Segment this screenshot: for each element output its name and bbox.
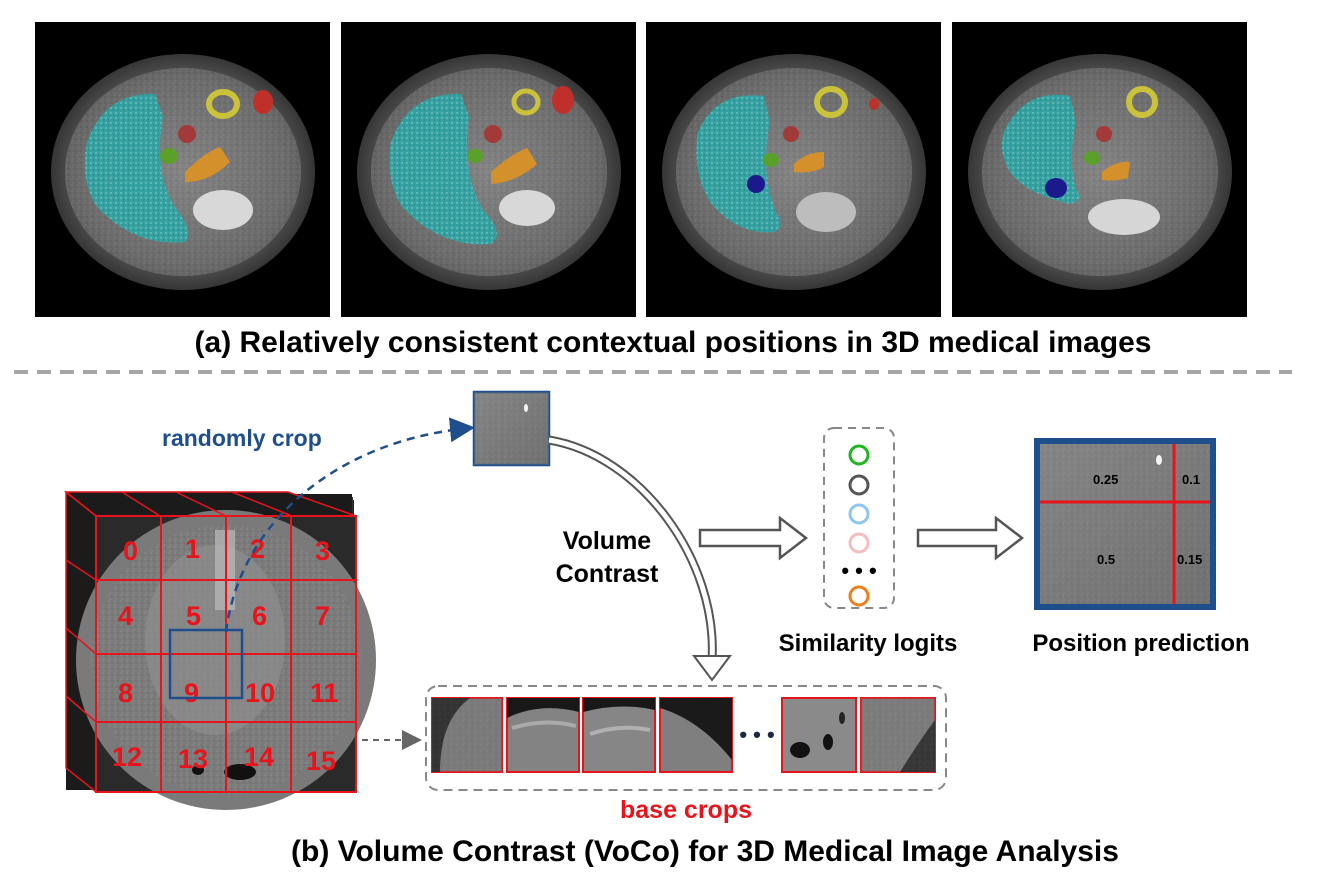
- grid-number-8: 8: [118, 678, 133, 708]
- caption-b: (b) Volume Contrast (VoCo) for 3D Medica…: [291, 835, 1119, 868]
- logit-circle-4: [848, 532, 870, 554]
- ct-scan-3: [646, 22, 941, 317]
- randomly-crop-label: randomly crop: [162, 425, 322, 451]
- grid-number-3: 3: [315, 536, 330, 566]
- volume-contrast-curve-head: [692, 655, 732, 682]
- random-crop-box: [168, 628, 244, 700]
- base-crops-box: [425, 685, 947, 791]
- grid-number-1: 1: [185, 534, 200, 564]
- volume-contrast-label-1: Volume: [563, 527, 652, 555]
- grid-number-13: 13: [178, 744, 208, 774]
- position-prediction-label: Position prediction: [1032, 630, 1249, 657]
- grid-number-4: 4: [118, 601, 133, 631]
- grid-number-12: 12: [112, 742, 142, 772]
- grid-number-11: 11: [310, 678, 339, 708]
- position-prediction-panel: [1034, 438, 1216, 610]
- grid-number-14: 14: [244, 742, 274, 772]
- logit-circle-3: [848, 503, 870, 525]
- base-crop-6: [860, 697, 936, 773]
- base-crop-4: [659, 697, 733, 773]
- grid-number-5: 5: [186, 601, 201, 631]
- logit-circle-2: [848, 474, 870, 496]
- ct-scan-2: [341, 22, 636, 317]
- caption-a: (a) Relatively consistent contextual pos…: [195, 326, 1152, 359]
- prediction-value-top-left: 0.25: [1093, 472, 1118, 487]
- base-crops-ellipsis: • • •: [739, 722, 774, 747]
- base-crop-1: [431, 697, 503, 773]
- grid-number-6: 6: [252, 601, 267, 631]
- logit-ellipsis: • • •: [841, 558, 876, 583]
- volume-grid: [95, 515, 357, 793]
- grid-number-0: 0: [123, 536, 138, 566]
- prediction-value-bottom-left: 0.5: [1097, 552, 1115, 567]
- grid-number-10: 10: [245, 678, 275, 708]
- randomly-crop-arrow: [224, 417, 475, 633]
- base-crop-3: [582, 697, 656, 773]
- random-crop-patch: [472, 390, 551, 467]
- grid-number-15: 15: [306, 746, 336, 776]
- grid-number-9: 9: [184, 678, 199, 708]
- logit-circle-5: [848, 585, 870, 607]
- volume-contrast-label-2: Contrast: [556, 560, 659, 588]
- similarity-logits-label: Similarity logits: [779, 630, 958, 657]
- ct-scan-4: [952, 22, 1247, 317]
- logit-circle-1: [848, 444, 870, 466]
- ct-scan-1: [35, 22, 330, 317]
- similarity-logits-box: [823, 427, 895, 609]
- prediction-value-top-right: 0.1: [1182, 472, 1200, 487]
- prediction-value-bottom-right: 0.15: [1177, 552, 1202, 567]
- arrow-to-prediction: [916, 515, 1025, 561]
- base-crop-5: [781, 697, 857, 773]
- base-crops-label: base crops: [620, 796, 752, 824]
- base-crop-2: [506, 697, 580, 773]
- arrow-to-logits: [698, 515, 809, 561]
- grid-number-7: 7: [315, 601, 330, 631]
